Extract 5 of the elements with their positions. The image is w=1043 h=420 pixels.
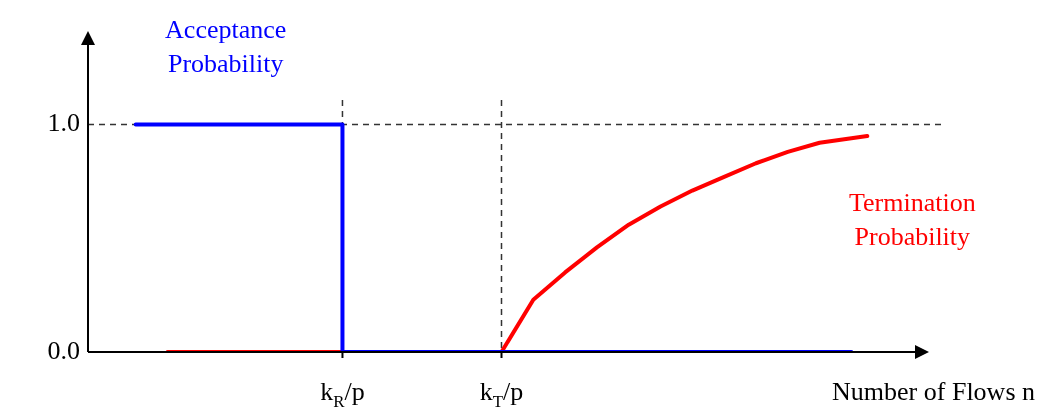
y-tick-label: 1.0	[47, 108, 80, 138]
series-label: Termination Probability	[848, 187, 976, 251]
series-label: Acceptance Probability	[165, 15, 287, 78]
x-axis-title: Number of Flows n	[832, 377, 1035, 406]
y-tick-label: 0.0	[47, 335, 80, 365]
